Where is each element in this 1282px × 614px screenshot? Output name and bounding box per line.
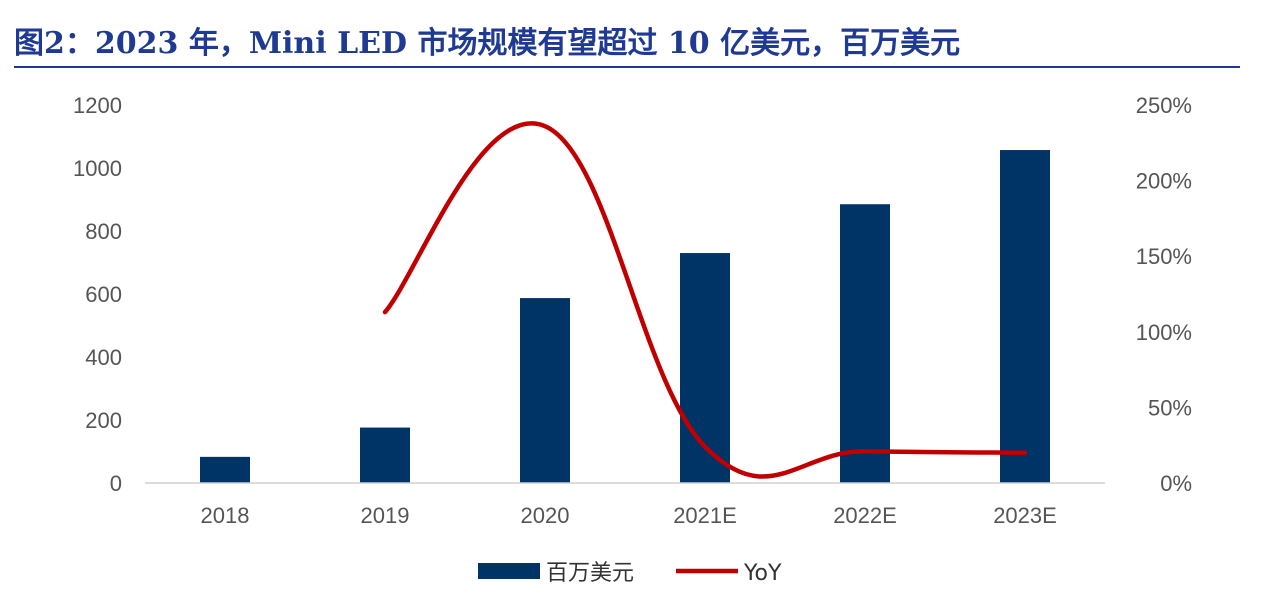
bar-2020 [520,298,570,483]
right-tick-label: 200% [1136,169,1192,194]
left-tick-label: 1000 [73,156,122,181]
bar-2023E [1000,150,1050,484]
right-tick-label: 150% [1136,244,1192,269]
left-tick-label: 1200 [73,93,122,118]
chart-title: 图2：2023 年，Mini LED 市场规模有望超过 10 亿美元，百万美元 [14,26,961,61]
left-tick-label: 600 [85,282,122,307]
bar-2018 [200,456,250,483]
right-tick-label: 50% [1148,395,1192,420]
legend-label-line: YoY [743,561,782,586]
x-tick-label: 2023E [993,503,1057,528]
title-underline [14,66,1240,68]
x-tick-label: 2022E [833,503,897,528]
bar-2022E [840,204,890,483]
left-tick-label: 0 [110,471,122,496]
right-tick-label: 100% [1136,320,1192,345]
x-tick-label: 2019 [361,503,410,528]
bar-series [200,150,1050,484]
yoy-line [382,121,1028,479]
left-tick-label: 400 [85,345,122,370]
left-tick-label: 800 [85,219,122,244]
bar-2019 [360,427,410,483]
legend: 百万美元 YoY [478,561,782,586]
right-axis-ticks: 0% 50% 100% 150% 200% 250% [1136,93,1192,496]
left-axis-ticks: 0 200 400 600 800 1000 1200 [73,93,122,496]
left-tick-label: 200 [85,408,122,433]
legend-label-bar: 百万美元 [546,561,634,586]
x-axis-ticks: 2018 2019 2020 2021E 2022E 2023E [201,503,1057,528]
x-tick-label: 2021E [673,503,737,528]
x-tick-label: 2020 [521,503,570,528]
x-tick-label: 2018 [201,503,250,528]
legend-swatch-bar [478,563,540,579]
yoy-line-series [382,121,1028,479]
right-tick-label: 0% [1160,471,1192,496]
right-tick-label: 250% [1136,93,1192,118]
